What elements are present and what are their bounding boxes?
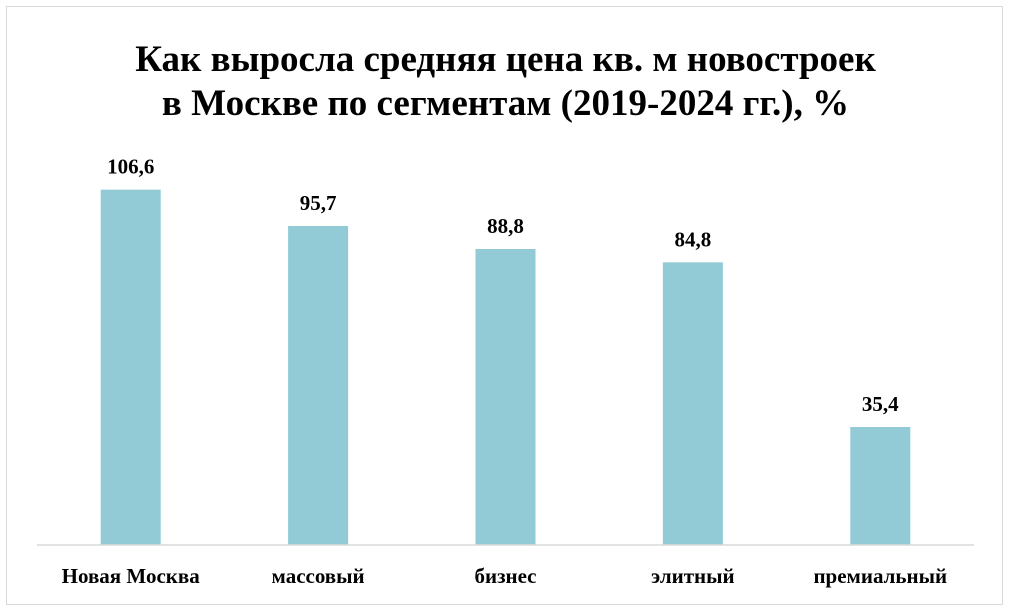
category-label-1: Новая Москва — [62, 564, 201, 588]
value-label-4: 84,8 — [675, 227, 712, 251]
chart-title-line-1: Как выросла средняя цена кв. м новострое… — [135, 39, 876, 80]
value-label-5: 35,4 — [862, 392, 899, 416]
bar-2 — [288, 226, 349, 545]
value-label-1: 106,6 — [107, 155, 154, 179]
bars-group — [100, 189, 911, 545]
value-label-2: 95,7 — [300, 191, 337, 215]
bar-3 — [475, 249, 536, 545]
category-labels-group: Новая Москва массовый бизнес элитный премиал… — [62, 564, 947, 588]
bar-5 — [850, 427, 911, 545]
category-label-5: премиальный — [813, 564, 947, 588]
category-label-2: массовый — [272, 564, 365, 588]
chart-title-line-2: в Москве по сегментам (2019-2024 гг.), % — [161, 83, 850, 124]
category-label-3: бизнес — [474, 564, 536, 588]
value-label-3: 88,8 — [487, 214, 524, 238]
bar-4 — [662, 262, 723, 545]
value-labels-group: 106,6 95,7 88,8 84,8 35,4 — [107, 155, 899, 416]
category-label-4: элитный — [651, 564, 735, 588]
bar-1 — [100, 189, 161, 545]
